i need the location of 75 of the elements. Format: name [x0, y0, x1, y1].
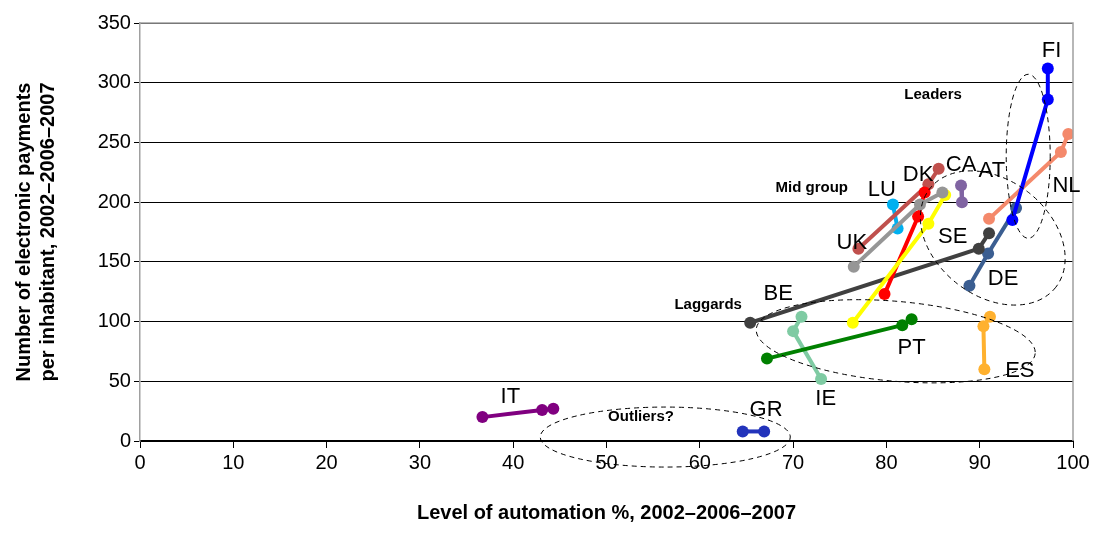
y-tick-label: 350	[97, 10, 131, 33]
point	[787, 325, 800, 338]
point	[955, 196, 968, 209]
annotation: PT	[897, 334, 926, 360]
y-axis-title: Number of electronic payments per inhabitant, 2002–2006–2007	[11, 82, 58, 382]
point	[983, 212, 996, 225]
x-tick-label: 30	[408, 450, 432, 473]
annotation: IT	[500, 382, 521, 408]
y-tick-label: 300	[97, 70, 131, 93]
point	[476, 411, 489, 424]
x-tick-label: 100	[1056, 450, 1090, 473]
point	[1006, 214, 1019, 227]
x-tick-label: 0	[134, 450, 146, 473]
point	[982, 247, 995, 260]
point	[536, 403, 549, 416]
point	[932, 162, 945, 175]
point	[744, 316, 757, 329]
annotation: SE	[937, 223, 968, 249]
x-tick-label: 10	[222, 450, 245, 473]
x-tick-label: 90	[968, 450, 991, 473]
point	[758, 425, 771, 438]
point	[977, 320, 990, 333]
point	[1041, 62, 1054, 75]
point	[896, 319, 909, 332]
annotation: BE	[763, 279, 793, 305]
y-tick-label: 0	[119, 428, 131, 451]
x-tick-label: 60	[688, 450, 711, 473]
point	[922, 217, 935, 230]
annotation: FI	[1041, 36, 1062, 62]
point	[1041, 93, 1054, 106]
point	[760, 352, 773, 365]
y-tick-label: 250	[97, 129, 131, 152]
x-tick-label: 40	[502, 450, 525, 473]
x-tick-label: 80	[875, 450, 898, 473]
point	[1062, 128, 1073, 141]
point	[878, 288, 891, 301]
point	[972, 242, 985, 255]
point	[847, 260, 860, 273]
annotation: NL	[1052, 171, 1081, 197]
x-tick-label: 50	[595, 450, 618, 473]
point	[815, 372, 828, 385]
point	[983, 227, 996, 240]
point	[736, 425, 749, 438]
point	[905, 313, 918, 326]
point	[547, 402, 560, 415]
annotation: Outliers?	[608, 407, 674, 425]
annotation: ES	[1005, 356, 1035, 382]
point	[963, 279, 976, 292]
y-tick-label: 50	[108, 368, 131, 391]
x-tick-label: 20	[315, 450, 338, 473]
x-axis-title: Level of automation %, 2002–2006–2007	[416, 500, 797, 523]
point	[846, 316, 859, 329]
annotation: DK	[902, 161, 934, 187]
annotation: IE	[815, 384, 837, 410]
annotation: Laggards	[674, 294, 742, 312]
point	[955, 179, 968, 192]
annotation: GR	[749, 396, 783, 422]
annotation: Leaders	[904, 84, 962, 102]
annotation: UK	[836, 228, 868, 254]
point	[978, 363, 991, 376]
annotation: Mid group	[775, 177, 848, 195]
annotation: DE	[987, 264, 1019, 290]
y-tick-label: 100	[97, 309, 131, 332]
point	[886, 198, 899, 211]
y-tick-label: 200	[97, 189, 131, 212]
x-tick-label: 70	[781, 450, 805, 473]
annotation: LU	[867, 176, 896, 202]
point	[912, 210, 925, 223]
point	[1054, 145, 1067, 158]
annotation: CA	[945, 151, 977, 177]
y-tick-label: 150	[97, 249, 131, 272]
point	[795, 310, 808, 323]
annotation: AT	[978, 157, 1006, 183]
point	[983, 310, 996, 323]
point	[913, 198, 926, 211]
